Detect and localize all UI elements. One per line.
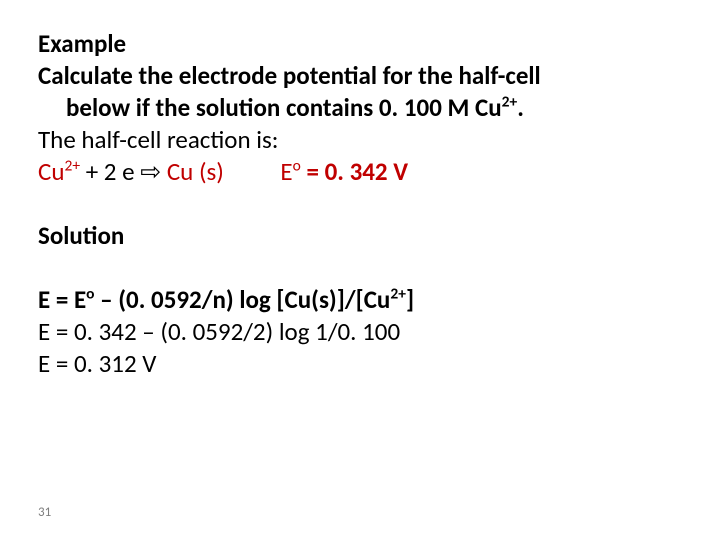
cu-text: Cu — [38, 156, 64, 187]
slide-content: Example Calculate the electrode potentia… — [38, 28, 682, 380]
eq1-mid: – (0. 0592/n) log [Cu(s)]/[Cu — [95, 284, 391, 315]
problem-line-2: below if the solution contains 0. 100 M … — [38, 92, 682, 124]
superscript-charge: 2+ — [502, 93, 518, 112]
problem-text-end: . — [517, 92, 524, 123]
page-number: 31 — [38, 505, 51, 520]
arrow-icon: ⇨ — [140, 158, 161, 186]
equation-line-3: E = 0. 312 V — [38, 348, 682, 380]
example-heading: Example — [38, 28, 682, 60]
superscript-charge: 2+ — [64, 157, 80, 176]
problem-text: below if the solution contains 0. 100 M … — [66, 92, 502, 123]
e-naught-label: Eo — [280, 156, 300, 187]
reactant-cu2plus: Cu2+ — [38, 156, 80, 187]
plus-electrons: + 2 e — [80, 156, 140, 187]
e-naught-value: = 0. 342 V — [301, 156, 408, 187]
superscript-o: o — [86, 285, 94, 304]
eq1-post: ] — [406, 284, 414, 315]
equation-line-1: E = Eo – (0. 0592/n) log [Cu(s)]/[Cu2+] — [38, 284, 682, 316]
eq1-pre: E = E — [38, 284, 86, 315]
equation-line-2: E = 0. 342 – (0. 0592/2) log 1/0. 100 — [38, 316, 682, 348]
product-cu-solid: Cu (s) — [161, 156, 224, 187]
solution-heading: Solution — [38, 220, 682, 252]
e-text: E — [280, 156, 292, 187]
spacer-text — [224, 156, 281, 187]
spacer — [38, 252, 682, 284]
halfcell-reaction: Cu2+ + 2 e ⇨ Cu (s) Eo = 0. 342 V — [38, 156, 682, 188]
problem-line-1: Calculate the electrode potential for th… — [38, 60, 682, 92]
spacer — [38, 188, 682, 220]
superscript-charge: 2+ — [390, 285, 406, 304]
superscript-o: o — [293, 157, 301, 176]
halfcell-intro: The half-cell reaction is: — [38, 124, 682, 156]
